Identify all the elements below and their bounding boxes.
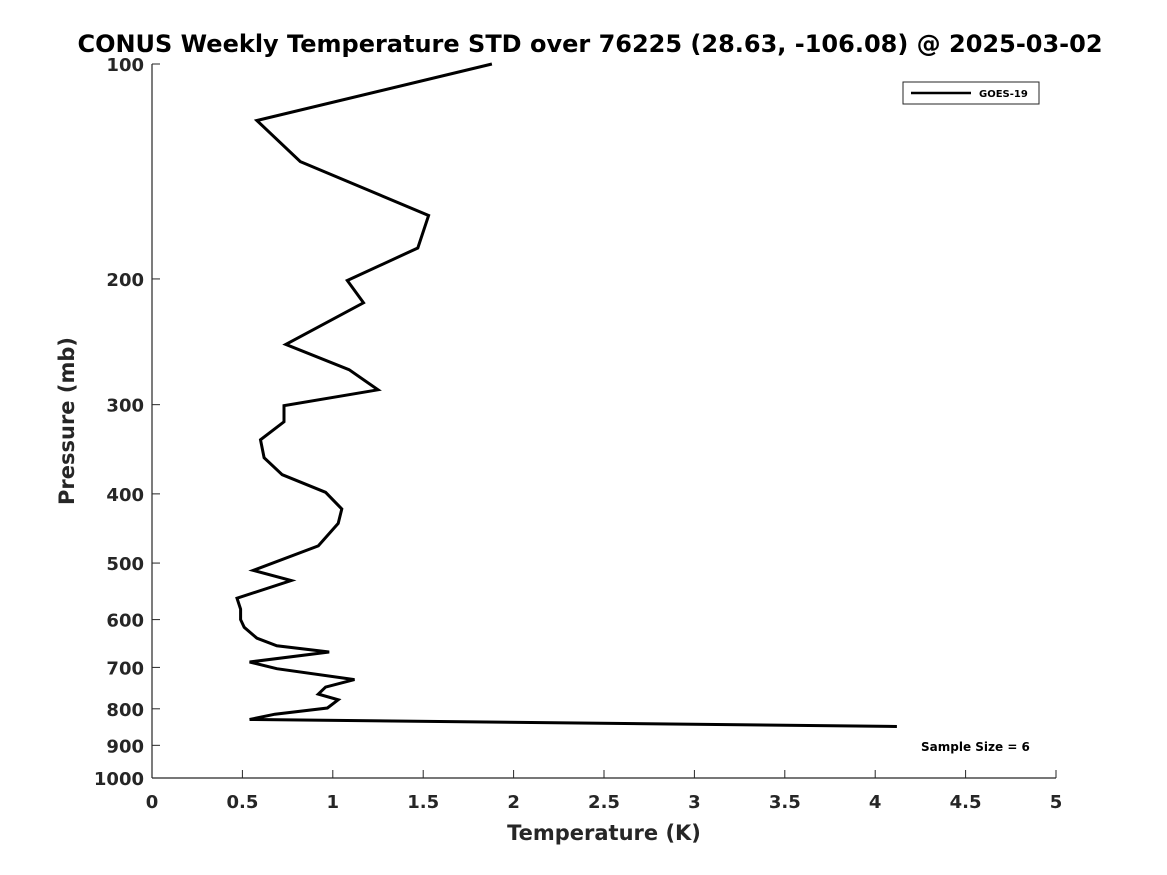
x-tick-label: 2 (507, 792, 520, 813)
y-tick-label: 400 (106, 485, 144, 506)
y-tick-label: 800 (106, 700, 144, 721)
y-tick-label: 1000 (94, 769, 144, 790)
y-tick-label: 300 (106, 396, 144, 417)
y-tick-label: 700 (106, 658, 144, 679)
y-ticks: 100 200 300 400 500 600 700 800 900 1000 (94, 55, 160, 790)
x-tick-label: 2.5 (588, 792, 620, 813)
x-tick-label: 4 (869, 792, 882, 813)
series-line-goes-19 (235, 62, 897, 728)
y-tick-label: 500 (106, 554, 144, 575)
y-tick-label: 600 (106, 611, 144, 632)
x-tick-label: 0 (146, 792, 159, 813)
legend: GOES-19 (902, 81, 1040, 105)
y-axis-label: Pressure (mb) (55, 337, 79, 505)
y-tick-label: 100 (106, 55, 144, 76)
x-tick-label: 3.5 (769, 792, 801, 813)
legend-label: GOES-19 (979, 89, 1028, 100)
x-tick-label: 3 (688, 792, 701, 813)
x-tick-label: 0.5 (226, 792, 258, 813)
x-ticks: 0 0.5 1 1.5 2 2.5 3 3.5 4 4.5 5 (146, 770, 1063, 813)
y-tick-label: 900 (106, 736, 144, 757)
x-tick-label: 5 (1050, 792, 1063, 813)
x-tick-label: 1.5 (407, 792, 439, 813)
sample-size-annotation: Sample Size = 6 (921, 740, 1030, 754)
x-tick-label: 1 (327, 792, 340, 813)
series-lines (235, 62, 897, 728)
chart-title: CONUS Weekly Temperature STD over 76225 … (77, 30, 1102, 58)
x-tick-label: 4.5 (950, 792, 982, 813)
x-axis-label: Temperature (K) (507, 821, 701, 845)
y-tick-label: 200 (106, 270, 144, 291)
